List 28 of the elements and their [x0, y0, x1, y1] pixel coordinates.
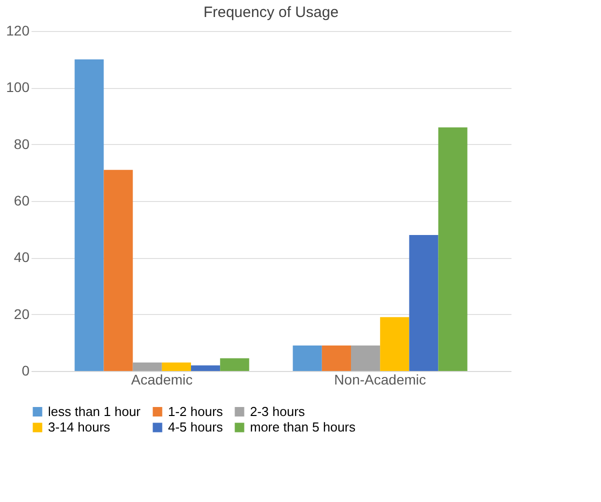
- bar: [162, 362, 191, 371]
- bar: [132, 362, 162, 371]
- bar: [409, 235, 438, 371]
- legend-label: less than 1 hour: [48, 404, 142, 419]
- bar: [438, 127, 468, 371]
- bar: [220, 358, 250, 371]
- bar: [104, 170, 133, 371]
- legend-label: 1-2 hours: [168, 404, 224, 419]
- bar: [292, 346, 322, 371]
- legend-label: 3-14 hours: [48, 420, 111, 434]
- y-tick-label: 100: [6, 79, 30, 96]
- y-tick-label: 60: [14, 192, 30, 208]
- legend-label: 2-3 hours: [250, 404, 306, 419]
- y-tick-label: 0: [22, 362, 30, 378]
- y-tick-label: 40: [14, 249, 30, 266]
- bar: [74, 59, 104, 371]
- x-tick-label: Academic: [131, 372, 193, 388]
- legend-label: more than 5 hours: [250, 420, 356, 434]
- legend-label: 4-5 hours: [168, 420, 224, 434]
- bar: [351, 346, 380, 371]
- bar: [380, 317, 410, 371]
- bar: [191, 365, 220, 371]
- y-tick-label: 20: [14, 306, 30, 322]
- y-tick-label: 120: [6, 22, 30, 38]
- chart-title: Frequency of Usage: [203, 4, 339, 21]
- x-tick-label: Non-Academic: [334, 372, 426, 388]
- y-tick-label: 80: [14, 136, 30, 152]
- bar: [322, 346, 351, 371]
